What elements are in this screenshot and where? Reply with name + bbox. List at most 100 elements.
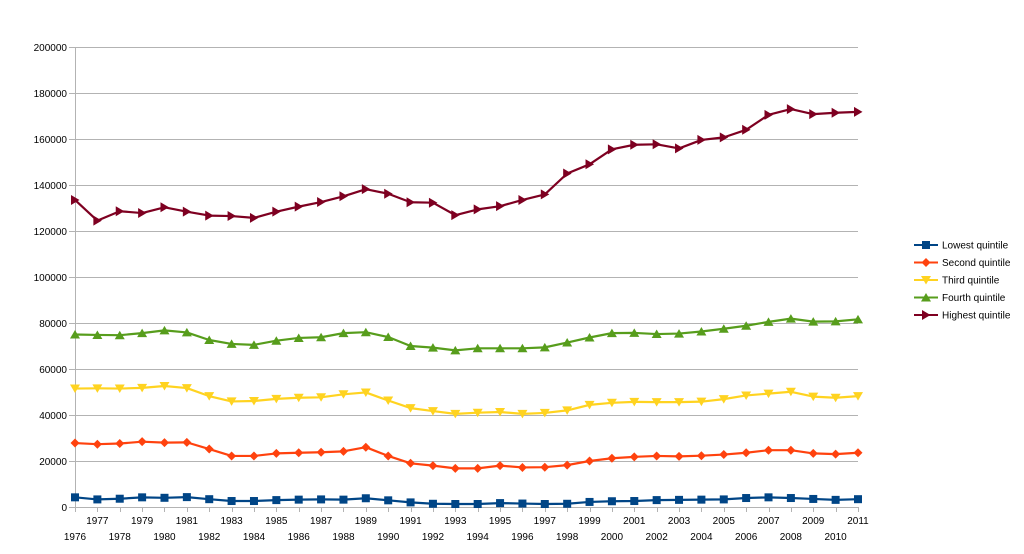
data-point: [249, 212, 259, 223]
data-point: [562, 338, 573, 347]
legend-label: Lowest quintile: [942, 241, 1009, 252]
data-point: [271, 448, 281, 458]
data-point: [70, 438, 80, 448]
y-tick-label: 0: [61, 503, 67, 514]
data-point: [854, 495, 862, 504]
data-point: [406, 197, 416, 208]
data-point: [248, 340, 259, 349]
data-point: [630, 497, 639, 506]
x-tick-label: 2009: [802, 516, 825, 527]
data-point: [159, 438, 169, 448]
data-point: [675, 143, 684, 154]
data-point: [227, 451, 237, 461]
y-tick-label: 200000: [34, 43, 68, 54]
series-highest-quintile: [71, 104, 863, 226]
series-line: [74, 440, 859, 470]
data-point: [137, 437, 147, 447]
data-point: [674, 451, 684, 461]
data-point: [294, 495, 303, 504]
data-point: [831, 449, 841, 459]
x-tick-label: 1992: [422, 532, 445, 543]
data-point: [115, 494, 124, 503]
data-point: [360, 388, 371, 397]
x-tick-label: 1976: [64, 532, 87, 543]
data-point: [317, 197, 326, 208]
x-tick-label: 2006: [735, 532, 758, 543]
x-tick-label: 1981: [176, 516, 199, 527]
series-lines: [70, 104, 863, 509]
data-point: [584, 332, 595, 342]
x-tick-label: 1977: [86, 516, 109, 527]
x-tick-label: 1990: [377, 532, 400, 543]
data-point: [607, 453, 617, 463]
legend-marker: [922, 241, 930, 249]
data-point: [182, 493, 191, 502]
y-tick-label: 160000: [34, 135, 68, 146]
data-point: [585, 497, 594, 506]
series-line: [74, 496, 859, 506]
legend-item: Highest quintile: [914, 310, 1011, 322]
data-point: [808, 392, 819, 402]
x-tick-label: 2000: [601, 532, 624, 543]
legend: Lowest quintile Second quintile Third quin…: [914, 241, 1011, 322]
data-point: [93, 495, 102, 504]
x-tick-label: 1980: [153, 532, 176, 543]
data-point: [361, 494, 370, 503]
x-tick-label: 1995: [489, 516, 512, 527]
data-point: [785, 387, 796, 397]
data-point: [450, 409, 461, 419]
legend-marker: [922, 310, 931, 320]
legend-marker: [921, 293, 931, 302]
x-tick-label: 1983: [220, 516, 243, 527]
data-point: [182, 437, 192, 447]
data-point: [182, 206, 192, 217]
data-point: [272, 206, 281, 217]
data-point: [271, 336, 282, 345]
data-point: [651, 398, 662, 407]
data-point: [697, 134, 706, 145]
data-point: [563, 168, 572, 179]
y-tick-label: 100000: [34, 273, 68, 284]
x-tick-label: 2004: [690, 532, 713, 543]
y-tick-label: 180000: [34, 89, 68, 100]
data-point: [71, 194, 80, 205]
data-point: [742, 124, 751, 135]
data-point: [138, 208, 147, 219]
data-point: [383, 451, 393, 461]
data-point: [338, 328, 349, 338]
x-tick-label: 1989: [355, 516, 378, 527]
data-point: [473, 463, 483, 473]
data-point: [496, 499, 505, 508]
data-point: [563, 499, 572, 508]
data-point: [696, 451, 706, 461]
data-point: [853, 392, 863, 401]
data-point: [272, 496, 281, 505]
data-point: [697, 495, 706, 504]
legend-label: Fourth quintile: [942, 293, 1006, 304]
data-point: [763, 317, 774, 326]
data-point: [629, 452, 639, 462]
data-point: [338, 390, 349, 399]
data-point: [339, 495, 348, 504]
x-tick-label: 1997: [534, 516, 557, 527]
data-point: [540, 462, 550, 472]
data-point: [159, 325, 170, 335]
x-tick-label: 1993: [444, 516, 467, 527]
data-point: [226, 397, 237, 406]
data-point: [786, 445, 796, 455]
data-point: [652, 496, 661, 505]
data-point: [70, 330, 80, 339]
x-tick-label: 2010: [825, 532, 848, 543]
data-point: [785, 314, 796, 323]
data-point: [361, 442, 371, 452]
data-point: [451, 500, 460, 509]
x-tick-label: 2008: [780, 532, 803, 543]
legend-item: Third quintile: [914, 276, 1000, 287]
data-point: [696, 327, 707, 336]
data-point: [249, 497, 258, 506]
data-point: [517, 343, 528, 353]
data-point: [718, 324, 729, 333]
data-point: [854, 106, 863, 117]
data-point: [293, 393, 304, 403]
data-point: [696, 397, 707, 407]
